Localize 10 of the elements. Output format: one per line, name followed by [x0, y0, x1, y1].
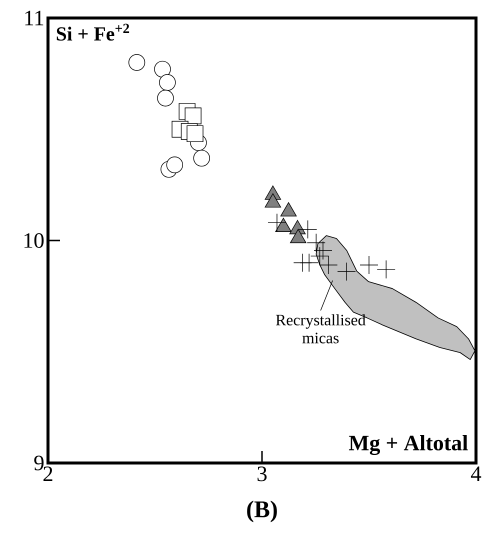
- y-tick-label: 10: [24, 233, 44, 248]
- y-tick-label: 9: [34, 456, 44, 470]
- y-tick-label: 11: [25, 10, 44, 26]
- text: Si + Fe$^{+2}$: [56, 24, 130, 41]
- x-tick-label: 2: [43, 466, 52, 482]
- x-tick-label: 3: [258, 466, 267, 482]
- x-tick-label: 4: [470, 466, 482, 481]
- annotation: Recrystallised micas: [276, 314, 366, 344]
- x-axis-title: Mg + Altotal: [348, 434, 468, 456]
- text: (B): [247, 500, 277, 522]
